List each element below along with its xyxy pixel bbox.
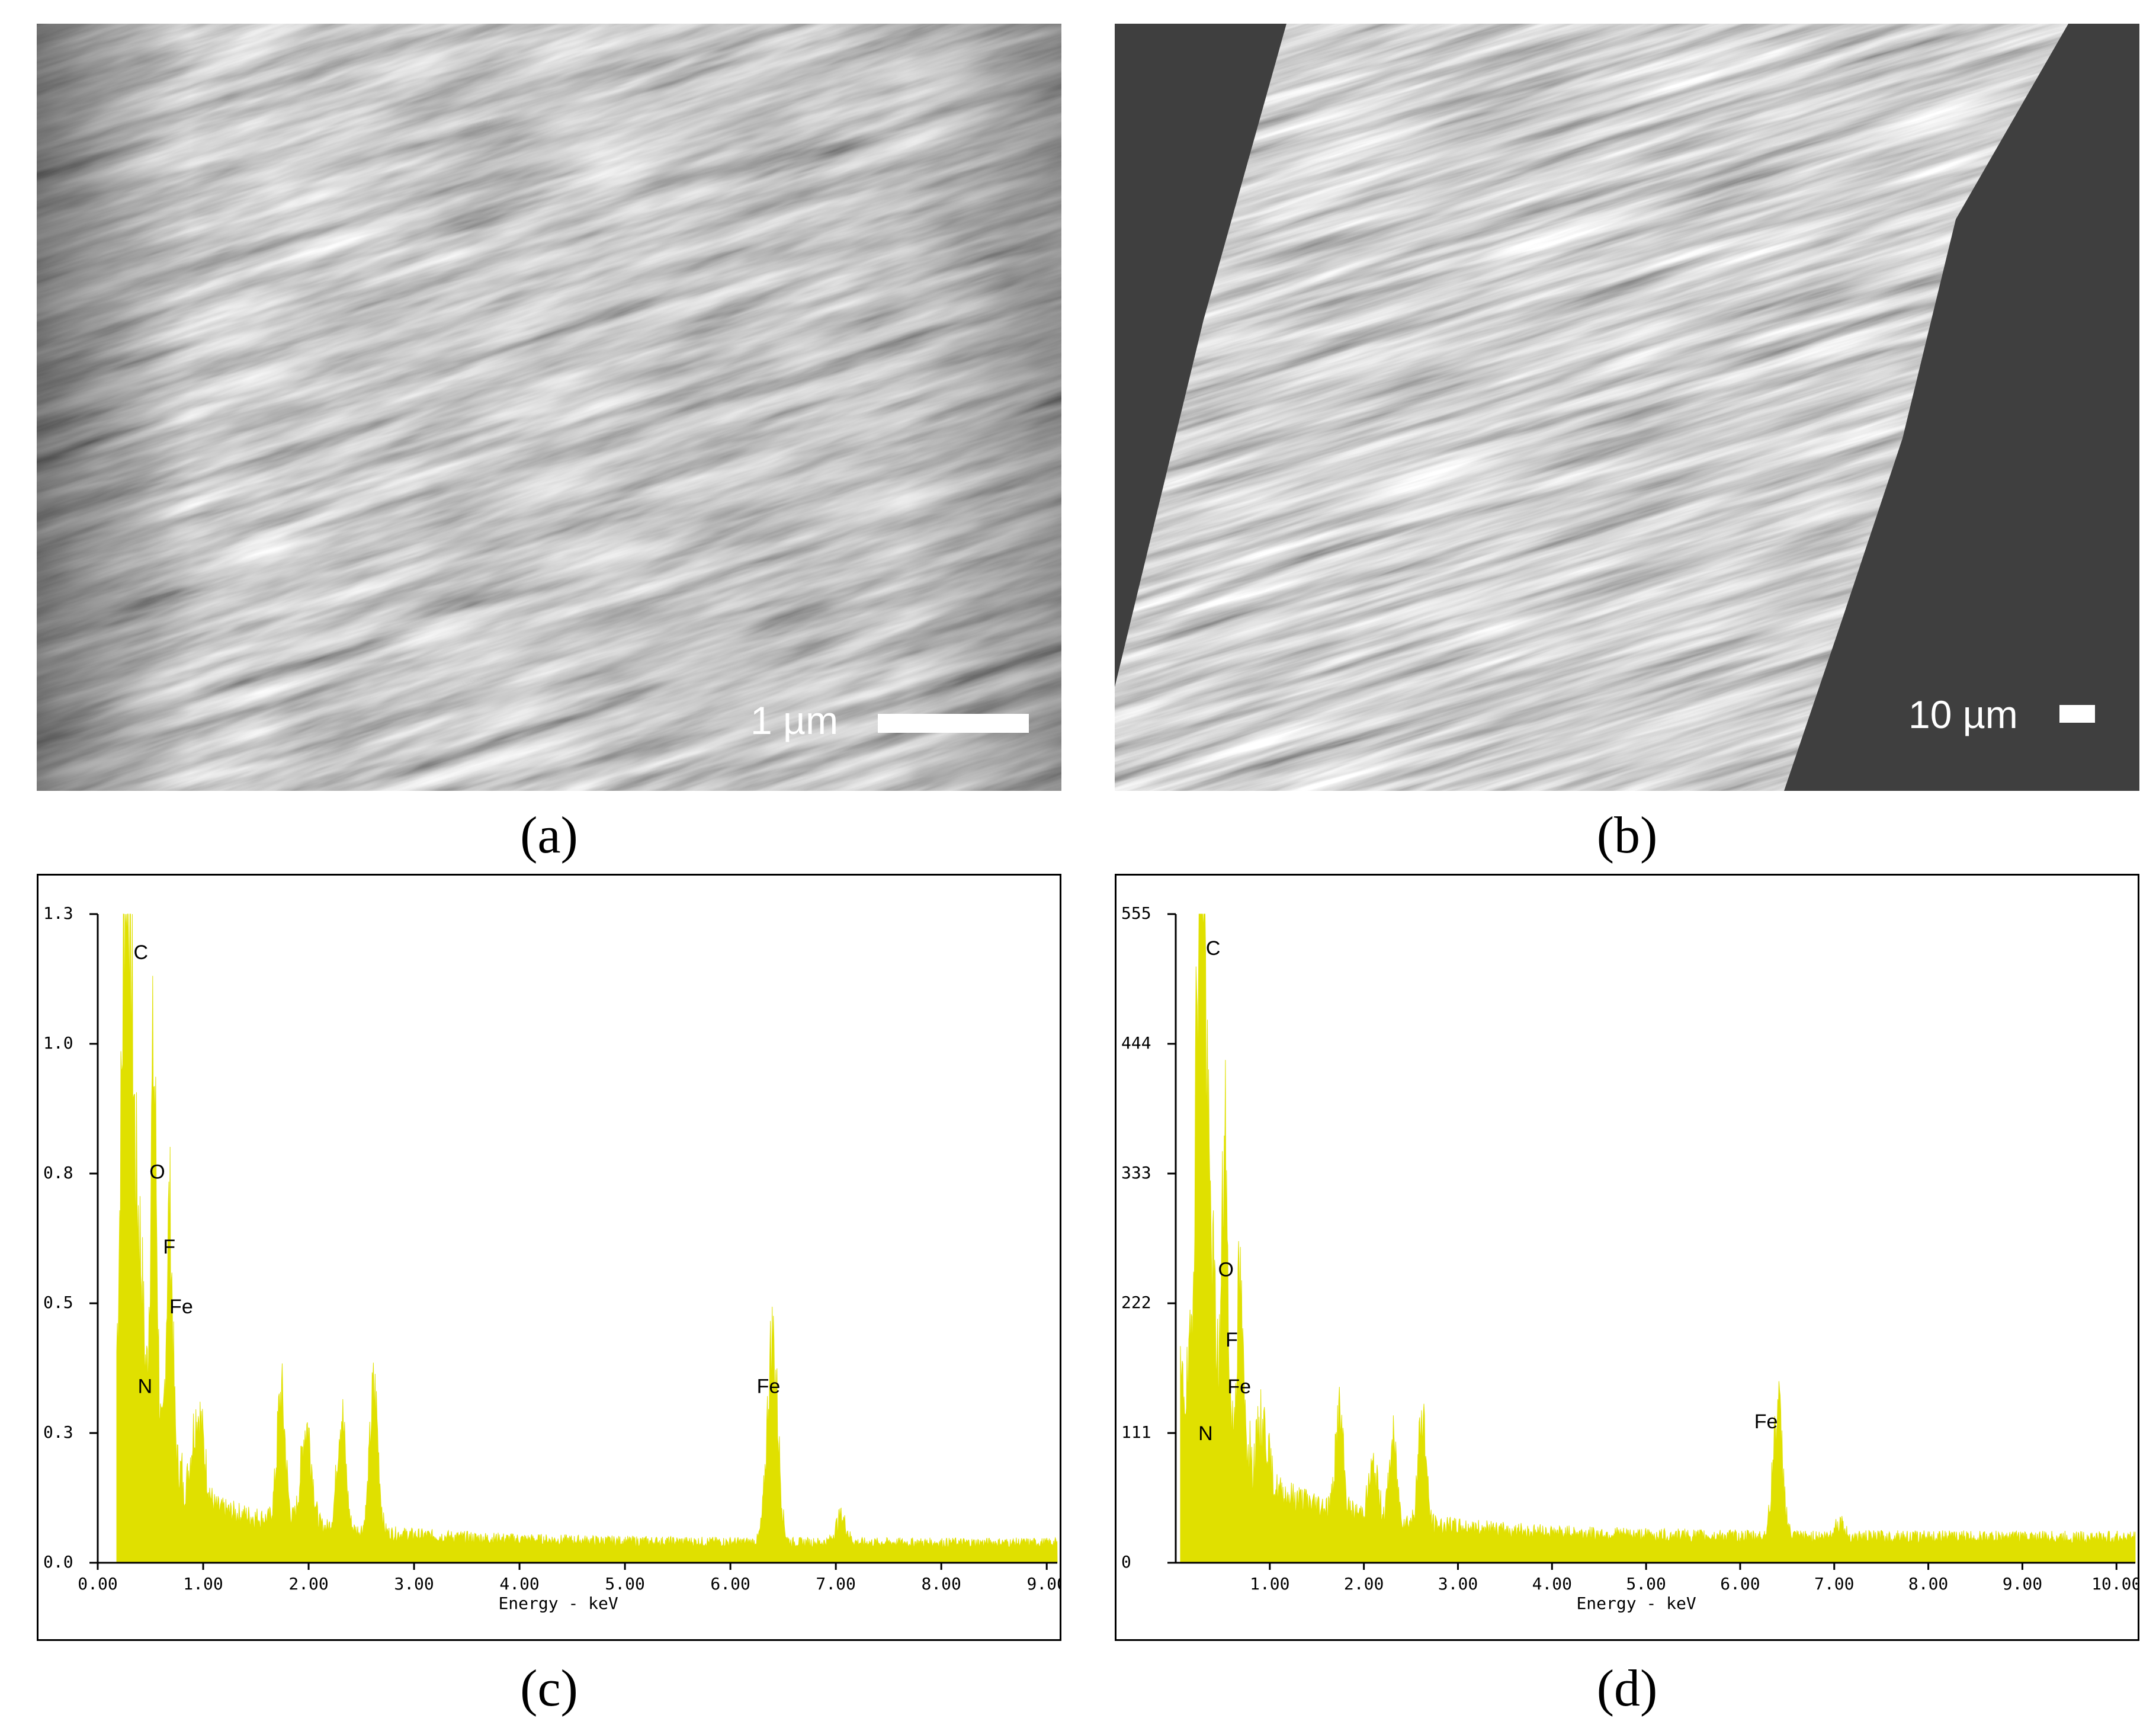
x-axis-label: Energy - keV xyxy=(498,1594,618,1613)
x-tick-label: 5.00 xyxy=(1626,1574,1666,1594)
x-tick-label: 2.00 xyxy=(1344,1574,1384,1594)
x-tick-label: 7.00 xyxy=(816,1574,855,1594)
eds-chart-c: 0.0 0.3 0.5 0.8 1.0 1.3 0.00 1.00 2.00 3.00 4.00 5.… xyxy=(43,903,1060,1613)
scale-bar-b xyxy=(2059,705,2095,723)
peak-label: F xyxy=(1225,1329,1238,1351)
x-tick-label: 3.00 xyxy=(394,1574,434,1594)
y-tick-label: 111 xyxy=(1121,1422,1151,1442)
x-tick-label: 1.00 xyxy=(183,1574,223,1594)
peak-label: Fe xyxy=(1754,1411,1778,1433)
scale-bar-label-b: 10 µm xyxy=(1908,693,2018,736)
x-tick-label: 5.00 xyxy=(605,1574,644,1594)
scale-bar-a xyxy=(878,714,1029,733)
peak-label: Fe xyxy=(169,1296,193,1318)
peak-label: N xyxy=(1198,1422,1213,1445)
sem-texture-b xyxy=(1115,24,2139,791)
x-tick-label: 4.00 xyxy=(1532,1574,1572,1594)
spectrum-area xyxy=(116,913,1058,1563)
y-tick-label: 0.3 xyxy=(43,1422,73,1442)
peak-label: O xyxy=(1218,1259,1233,1281)
y-tick-label: 0.8 xyxy=(43,1163,73,1182)
caption-c: (c) xyxy=(520,1660,578,1717)
caption-d: (d) xyxy=(1596,1660,1658,1717)
x-axis-label: Energy - keV xyxy=(1576,1594,1696,1613)
y-tick-label: 444 xyxy=(1121,1033,1151,1053)
eds-spectrum-c: 0.0 0.3 0.5 0.8 1.0 1.3 0.00 1.00 2.00 3.00 4.00 5.… xyxy=(37,874,1061,1641)
x-tick-label: 9.00 xyxy=(1026,1574,1060,1594)
caption-a: (a) xyxy=(520,807,578,864)
x-tick-label: 6.00 xyxy=(710,1574,750,1594)
x-tick-label: 2.00 xyxy=(288,1574,328,1594)
x-tick-label: 8.00 xyxy=(921,1574,961,1594)
sem-texture-a xyxy=(37,24,1061,791)
eds-spectrum-d: 0 111 222 333 444 555 1.00 2.00 3.00 4.00 5.00 6.00… xyxy=(1115,874,2139,1641)
caption-b: (b) xyxy=(1596,807,1658,864)
peak-label: F xyxy=(163,1236,175,1258)
y-tick-label: 222 xyxy=(1121,1293,1151,1312)
y-tick-label: 555 xyxy=(1121,903,1151,923)
y-tick-label: 0 xyxy=(1121,1552,1131,1572)
sem-image-a: 1 µm xyxy=(37,24,1061,791)
y-tick-label: 1.0 xyxy=(43,1033,73,1053)
eds-chart-d: 0 111 222 333 444 555 1.00 2.00 3.00 4.00 5.00 6.00… xyxy=(1121,903,2138,1613)
peak-label: Fe xyxy=(757,1376,781,1398)
x-tick-label: 3.00 xyxy=(1438,1574,1478,1594)
peak-label: N xyxy=(138,1376,153,1398)
scale-bar-label-a: 1 µm xyxy=(750,698,839,742)
y-tick-label: 333 xyxy=(1121,1163,1151,1182)
y-tick-label: 1.3 xyxy=(43,903,73,923)
x-tick-label: 6.00 xyxy=(1720,1574,1760,1594)
peak-label: C xyxy=(1206,937,1221,960)
y-tick-label: 0.0 xyxy=(43,1552,73,1572)
y-tick-label: 0.5 xyxy=(43,1293,73,1312)
x-tick-label: 10.00 xyxy=(2091,1574,2138,1594)
x-tick-label: 1.00 xyxy=(1250,1574,1289,1594)
axes xyxy=(97,914,1057,1564)
peak-label: C xyxy=(134,941,149,964)
x-tick-label: 8.00 xyxy=(1908,1574,1948,1594)
x-tick-label: 4.00 xyxy=(499,1574,539,1594)
axes xyxy=(1175,914,2135,1564)
x-tick-label: 7.00 xyxy=(1814,1574,1854,1594)
sem-image-b: 10 µm xyxy=(1115,24,2139,791)
x-tick-label: 0.00 xyxy=(78,1574,117,1594)
spectrum-area xyxy=(1180,913,2136,1563)
peak-label: Fe xyxy=(1227,1376,1251,1398)
x-tick-label: 9.00 xyxy=(2003,1574,2042,1594)
peak-label: O xyxy=(149,1161,165,1183)
